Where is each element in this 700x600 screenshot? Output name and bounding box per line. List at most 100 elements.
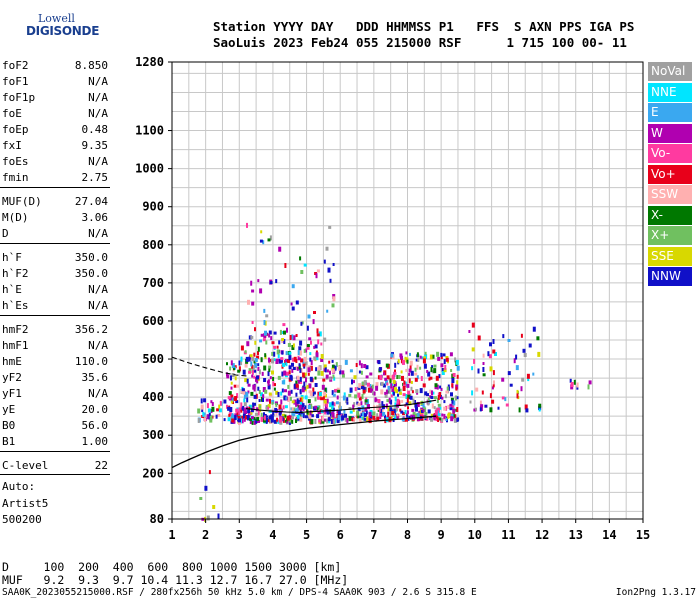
echo-point [329,278,332,283]
echo-point [346,397,349,402]
param-label: hmE [2,355,22,368]
footer-file-info: SAA0K_2023055215000.RSF / 280fx256h 50 k… [2,587,477,598]
echo-point [538,406,542,411]
param-label: yF1 [2,387,22,400]
echo-point [292,335,296,341]
echo-point [245,391,249,397]
param-value: 110.0 [74,355,108,368]
echo-point [236,384,240,388]
y-tick-label: 500 [142,352,164,366]
param-label: h`E [2,283,22,296]
legend-item: SSE [648,246,692,266]
y-tick-label: 400 [142,390,164,404]
echo-point [338,402,341,407]
echo-point [277,419,280,424]
echo-point [258,390,261,394]
x-tick-label: 4 [269,528,276,542]
echo-point [230,360,233,366]
echo-point [307,314,311,319]
echo-point [436,397,439,403]
echo-point [265,406,268,410]
echo-point [288,419,292,423]
y-tick-label: 600 [142,314,164,328]
echo-point [400,355,403,360]
echo-point [233,415,237,421]
echo-point [286,415,290,421]
echo-point [240,409,243,413]
x-tick-label: 3 [236,528,243,542]
echo-point [236,393,239,399]
echo-point [269,376,272,380]
echo-point [355,363,358,367]
echo-point [242,413,246,419]
echo-point [243,395,246,399]
echo-point [449,352,453,357]
echo-point [288,365,292,370]
echo-point [238,418,241,423]
distance-row: D 100 200 400 600 800 1000 1500 3000 [km… [2,560,342,574]
echo-point [308,337,312,341]
param-value: 9.35 [81,139,109,152]
echo-point [252,384,256,390]
echo-point [313,345,316,349]
echo-point [357,386,361,390]
param-label: foEs [2,155,29,168]
echo-point [516,389,519,395]
echo-point [277,392,280,397]
y-tick-label: 200 [142,466,164,480]
echo-point [309,376,313,382]
echo-point [477,335,481,341]
footer-version: Ion2Png 1.3.17 [615,587,696,598]
echo-point [231,363,235,369]
echo-point [256,380,259,384]
param-label: hmF1 [2,339,29,352]
echo-point [283,339,286,344]
x-tick-label: 5 [303,528,310,542]
echo-point [393,409,396,414]
echo-point [235,400,239,404]
echo-point [291,284,295,289]
echo-point [256,355,260,359]
echo-point [367,404,370,410]
echo-point [246,397,249,403]
echo-point [397,393,399,397]
echo-point [229,366,232,371]
echo-point [228,413,231,417]
echo-point [378,403,382,409]
echo-point [424,412,428,416]
echo-point [401,399,404,403]
echo-point [436,384,439,390]
echo-point [348,393,352,397]
echo-point [286,419,289,424]
echo-point [292,411,296,417]
echo-point [250,411,253,415]
param-label: yE [2,403,16,416]
echo-point [489,393,492,399]
param-separator [0,243,110,244]
echo-point [235,408,239,413]
echo-point [377,360,381,365]
y-tick-label: 900 [142,200,164,214]
echo-point [320,354,324,359]
echo-point [226,404,228,409]
echo-point [471,366,474,371]
echo-point [450,397,454,401]
echo-point [309,418,312,424]
echo-point [576,382,579,388]
echo-point [273,331,277,335]
echo-point [335,401,339,405]
echo-point [269,398,271,404]
echo-point [282,417,285,423]
param-value: N/A [88,155,108,168]
echo-point [270,336,273,341]
echo-point [357,407,361,412]
echo-point [314,419,317,424]
echo-point [331,368,335,373]
echo-point [363,380,367,386]
echo-point [273,387,276,391]
echo-point [475,407,477,411]
echo-point [247,390,250,394]
echo-point [331,390,334,396]
echo-point [250,335,254,339]
echo-point [382,383,386,388]
